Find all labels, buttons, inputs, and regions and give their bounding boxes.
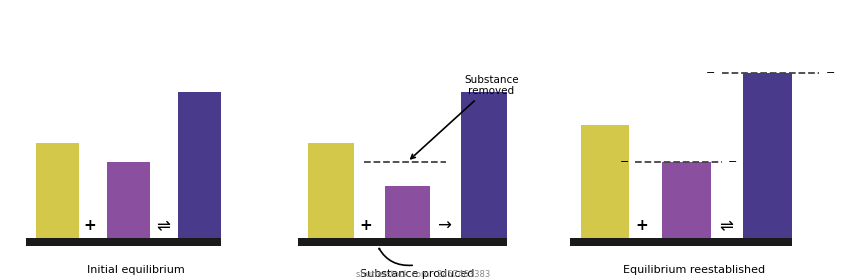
Text: +: + [83,218,96,234]
Text: −: − [825,68,835,78]
Text: −: − [619,157,628,167]
Bar [581,125,629,238]
Text: ⇌: ⇌ [719,217,733,235]
Text: ⇌: ⇌ [156,217,169,235]
Text: +: + [359,218,372,234]
Bar [178,92,221,238]
Text: →: → [437,217,451,235]
Bar [298,238,507,246]
Text: Effect of change in concentration of reactant or product: Effect of change in concentration of rea… [225,20,622,33]
Bar [461,92,507,238]
Bar [662,162,711,238]
Bar [26,238,221,246]
Text: Initial equilibrium: Initial equilibrium [86,265,185,275]
Bar [107,162,150,238]
Text: shutterstock.com · 2457463383: shutterstock.com · 2457463383 [357,270,490,279]
Bar [308,143,354,238]
Text: Substance produced: Substance produced [360,269,475,279]
Bar [570,238,792,246]
Bar [744,73,792,238]
Bar [36,143,79,238]
Text: Equilibrium reestablished: Equilibrium reestablished [623,265,766,275]
Text: −: − [706,68,716,78]
Text: Substance
removed: Substance removed [411,75,518,159]
Text: −: − [728,157,737,167]
Text: +: + [635,218,648,234]
Bar [385,186,430,238]
FancyArrowPatch shape [379,248,412,265]
